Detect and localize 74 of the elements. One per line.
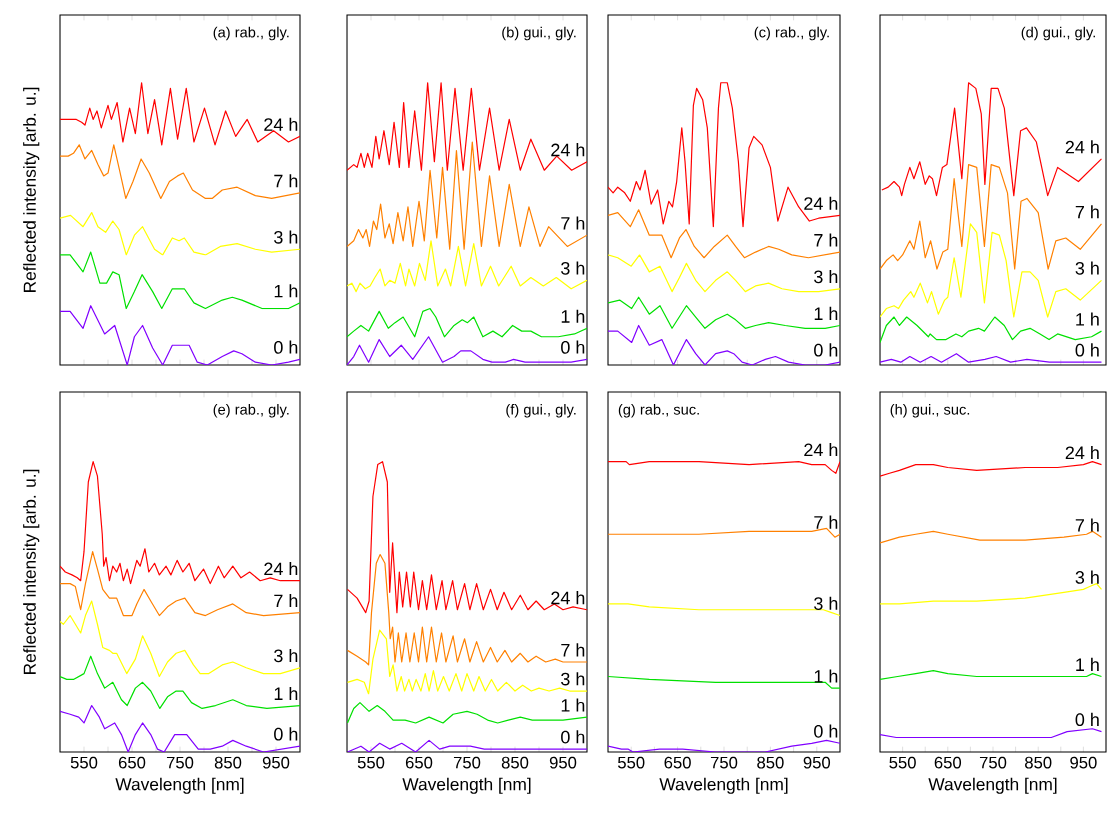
x-tick-label: 750 (166, 756, 194, 769)
series-label: 1 h (561, 309, 585, 323)
series-label: 3 h (1075, 570, 1099, 584)
x-axis-title: Wavelength [nm] (659, 777, 788, 794)
series-label: 7 h (814, 233, 838, 247)
chart-title: (d) gui., gly. (1021, 26, 1095, 41)
series-label: 3 h (274, 648, 298, 663)
series-label: 0 h (274, 340, 298, 354)
series-label: 1 h (274, 686, 298, 700)
series-label: 7 h (561, 216, 585, 230)
chart-title: (g) rab., suc. (618, 403, 699, 418)
x-tick-label: 650 (118, 756, 146, 769)
x-tick-label: 950 (803, 756, 831, 769)
x-tick-label: 650 (405, 756, 433, 769)
x-tick-label: 850 (501, 756, 529, 769)
chart-title: (a) rab., gly. (213, 26, 289, 41)
series-label: 24 h (1065, 445, 1099, 459)
series-label: 24 h (1065, 140, 1099, 154)
series-label: 24 h (804, 196, 838, 210)
x-axis-title: Wavelength [nm] (115, 777, 244, 794)
series-label: 1 h (561, 698, 585, 712)
series-label: 1 h (1076, 312, 1099, 326)
x-axis-title: Wavelength [nm] (402, 777, 531, 794)
series-label: 0 h (561, 730, 585, 744)
series-label: 0 h (814, 724, 838, 738)
series-label: 24 h (551, 591, 585, 605)
series-label: 7 h (274, 174, 298, 188)
series-label: 3 h (561, 261, 585, 275)
series-label: 0 h (274, 727, 298, 741)
x-tick-label: 650 (934, 756, 962, 769)
series-label: 3 h (1075, 261, 1099, 275)
series-label: 0 h (1075, 343, 1099, 357)
series-label: 0 h (814, 343, 838, 357)
x-axis-title: Wavelength [nm] (928, 777, 1057, 794)
x-tick-label: 550 (70, 756, 98, 769)
chart-title: (e) rab., gly. (213, 403, 289, 418)
chart-title: (f) gui., gly. (506, 403, 576, 418)
series-label: 24 h (551, 143, 585, 157)
x-tick-label: 550 (889, 756, 916, 769)
series-label: 24 h (264, 117, 298, 131)
series-label: 3 h (814, 596, 838, 610)
x-tick-label: 850 (757, 756, 784, 769)
x-tick-label: 950 (549, 756, 577, 769)
series-label: 7 h (561, 643, 585, 657)
x-tick-label: 950 (1070, 756, 1097, 769)
series-label: 1 h (274, 284, 298, 298)
y-axis-title: Reflected intensity [arb. u.] (23, 469, 40, 674)
series-label: 7 h (274, 593, 298, 608)
x-tick-label: 950 (262, 756, 290, 769)
series-label: 3 h (561, 672, 585, 686)
series-label: 0 h (1075, 712, 1099, 727)
chart-title: (b) gui., gly. (502, 26, 576, 41)
series-label: 7 h (1075, 518, 1099, 532)
x-tick-label: 750 (710, 756, 738, 769)
x-tick-label: 850 (214, 756, 242, 769)
series-label: 1 h (814, 669, 838, 683)
series-label: 1 h (814, 306, 838, 320)
series-label: 3 h (274, 230, 298, 244)
series-label: 0 h (561, 340, 585, 354)
series-label: 3 h (814, 269, 838, 284)
x-tick-label: 650 (664, 756, 691, 769)
x-tick-label: 750 (453, 756, 481, 769)
x-tick-label: 550 (357, 756, 385, 769)
x-tick-label: 750 (979, 756, 1007, 769)
series-label: 24 h (804, 443, 838, 457)
y-axis-title: Reflected intensity [arb. u.] (23, 87, 40, 292)
chart-title: (c) rab., gly. (754, 26, 829, 41)
x-tick-label: 850 (1025, 756, 1052, 769)
series-label: 7 h (814, 515, 838, 529)
chart-title: (h) gui., suc. (890, 403, 970, 418)
series-label: 24 h (264, 562, 298, 576)
x-tick-label: 550 (617, 756, 645, 769)
series-label: 1 h (1076, 657, 1099, 671)
series-label: 7 h (1075, 205, 1099, 219)
